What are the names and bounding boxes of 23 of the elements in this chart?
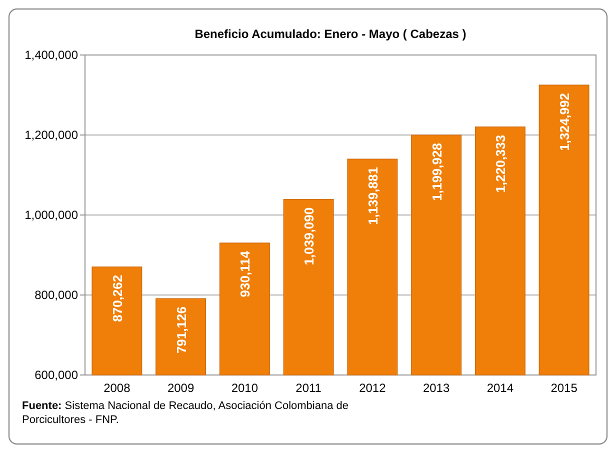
data-label: 870,262 bbox=[110, 274, 125, 322]
data-label: 1,220,333 bbox=[493, 134, 508, 193]
x-tick-label: 2015 bbox=[550, 381, 578, 395]
data-label: 1,324,992 bbox=[557, 93, 572, 151]
y-tick-label: 1,000,000 bbox=[24, 208, 78, 222]
y-tick-label: 600,000 bbox=[34, 368, 78, 382]
source-note: Fuente: Sistema Nacional de Recaudo, Asociación Colombiana de Porcicultores - FNP. bbox=[22, 400, 349, 426]
data-label: 1,199,928 bbox=[429, 143, 444, 201]
data-label: 930,114 bbox=[238, 250, 253, 298]
x-tick-label: 2010 bbox=[231, 381, 258, 395]
x-tick-label: 2014 bbox=[486, 381, 514, 395]
y-tick-label: 800,000 bbox=[34, 288, 78, 302]
y-tick-label: 1,400,000 bbox=[24, 48, 78, 62]
x-tick-label: 2011 bbox=[296, 381, 322, 395]
x-tick-label: 2012 bbox=[359, 381, 386, 395]
data-label: 1,139,881 bbox=[365, 167, 380, 225]
y-tick-label: 1,200,000 bbox=[24, 128, 78, 142]
x-tick-label: 2008 bbox=[104, 381, 131, 395]
chart-title: Beneficio Acumulado: Enero - Mayo ( Cabezas ) bbox=[194, 27, 466, 41]
data-label: 1,039,090 bbox=[302, 207, 317, 266]
x-tick-label: 2009 bbox=[167, 381, 194, 395]
data-label: 791,126 bbox=[174, 306, 189, 354]
x-tick-label: 2013 bbox=[422, 381, 450, 395]
